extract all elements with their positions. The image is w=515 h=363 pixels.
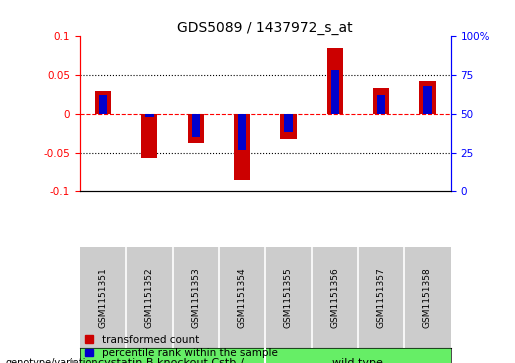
Bar: [238, 114, 246, 150]
Text: genotype/variation: genotype/variation: [5, 358, 98, 363]
Bar: [419, 81, 436, 114]
Bar: [331, 70, 339, 114]
Text: GSM1151354: GSM1151354: [237, 267, 247, 328]
Title: GDS5089 / 1437972_s_at: GDS5089 / 1437972_s_at: [177, 21, 353, 35]
Bar: [280, 114, 297, 139]
Legend: transformed count, percentile rank within the sample: transformed count, percentile rank withi…: [85, 335, 278, 358]
Bar: [145, 114, 153, 117]
Bar: [141, 114, 158, 158]
Text: GSM1151355: GSM1151355: [284, 267, 293, 328]
Text: GSM1151358: GSM1151358: [423, 267, 432, 328]
Bar: [377, 95, 385, 114]
Text: ▶: ▶: [70, 356, 79, 363]
Text: cystatin B knockout Cstb-/-: cystatin B knockout Cstb-/-: [97, 358, 248, 363]
Text: GSM1151356: GSM1151356: [330, 267, 339, 328]
Text: wild type: wild type: [333, 358, 383, 363]
Text: GSM1151351: GSM1151351: [98, 267, 108, 328]
Bar: [373, 88, 389, 114]
Text: GSM1151357: GSM1151357: [376, 267, 386, 328]
Text: GSM1151352: GSM1151352: [145, 267, 154, 328]
Bar: [99, 95, 107, 114]
Bar: [95, 91, 111, 114]
Bar: [284, 114, 293, 132]
Bar: [187, 114, 204, 143]
Bar: [192, 114, 200, 137]
Bar: [423, 86, 432, 114]
Bar: [234, 114, 250, 180]
Text: GSM1151353: GSM1151353: [191, 267, 200, 328]
Bar: [327, 48, 343, 114]
